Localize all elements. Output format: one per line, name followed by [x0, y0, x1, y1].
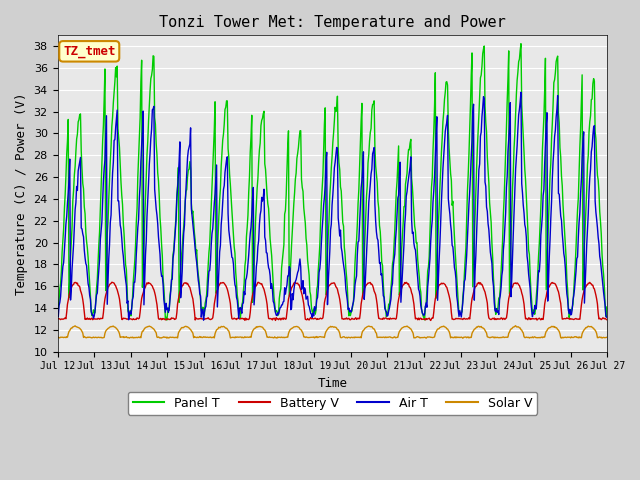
- Air T: [517, 89, 525, 95]
- Panel T: [120, 231, 128, 237]
- Panel T: [517, 41, 525, 47]
- Panel T: [604, 312, 611, 318]
- Air T: [63, 200, 71, 206]
- Legend: Panel T, Battery V, Air T, Solar V: Panel T, Battery V, Air T, Solar V: [128, 392, 537, 415]
- Text: TZ_tmet: TZ_tmet: [63, 45, 116, 58]
- Air T: [120, 263, 128, 269]
- Air T: [176, 139, 184, 145]
- Line: Panel T: Panel T: [58, 44, 607, 320]
- Solar V: [176, 327, 184, 333]
- Panel T: [206, 241, 214, 247]
- Battery V: [108, 279, 116, 285]
- Y-axis label: Temperature (C) / Power (V): Temperature (C) / Power (V): [15, 92, 28, 295]
- Line: Solar V: Solar V: [58, 326, 607, 338]
- Line: Air T: Air T: [58, 92, 607, 320]
- Panel T: [177, 269, 184, 275]
- Solar V: [604, 335, 611, 340]
- Panel T: [63, 138, 71, 144]
- Panel T: [400, 204, 408, 209]
- Panel T: [54, 309, 61, 314]
- Battery V: [63, 301, 71, 307]
- Air T: [54, 310, 61, 315]
- X-axis label: Time: Time: [317, 377, 348, 390]
- Panel T: [416, 285, 424, 291]
- Solar V: [512, 323, 520, 329]
- Battery V: [177, 287, 184, 292]
- Solar V: [399, 324, 407, 330]
- Battery V: [400, 282, 408, 288]
- Air T: [416, 293, 424, 299]
- Battery V: [206, 316, 214, 322]
- Air T: [200, 317, 207, 323]
- Air T: [400, 242, 408, 248]
- Line: Battery V: Battery V: [58, 282, 607, 321]
- Air T: [206, 268, 214, 274]
- Solar V: [54, 335, 61, 340]
- Solar V: [120, 335, 128, 340]
- Solar V: [459, 336, 467, 341]
- Battery V: [604, 316, 611, 322]
- Battery V: [121, 316, 129, 322]
- Solar V: [205, 335, 212, 340]
- Air T: [604, 314, 611, 320]
- Solar V: [415, 334, 423, 340]
- Solar V: [63, 335, 71, 340]
- Title: Tonzi Tower Met: Temperature and Power: Tonzi Tower Met: Temperature and Power: [159, 15, 506, 30]
- Battery V: [54, 316, 61, 322]
- Battery V: [416, 315, 424, 321]
- Panel T: [163, 317, 171, 323]
- Battery V: [427, 318, 435, 324]
